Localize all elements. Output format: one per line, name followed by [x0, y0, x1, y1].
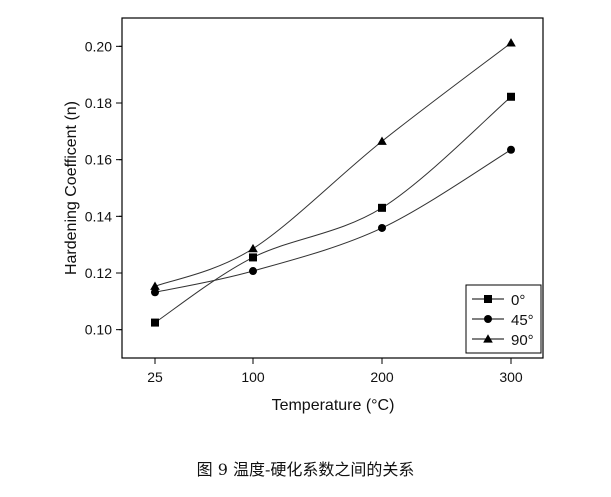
- x-tick-label: 100: [241, 369, 265, 385]
- legend-label: 45°: [511, 312, 534, 329]
- triangle-marker: [150, 282, 160, 290]
- circle-marker: [249, 267, 257, 275]
- square-marker: [507, 93, 515, 101]
- circle-marker: [507, 146, 515, 154]
- x-tick-label: 25: [147, 369, 163, 385]
- y-tick-label: 0.12: [85, 265, 112, 281]
- legend: 0° 45° 90°: [466, 285, 541, 353]
- square-marker: [151, 319, 159, 327]
- square-marker: [484, 295, 492, 303]
- y-tick-label: 0.16: [85, 152, 112, 168]
- y-axis-title: Hardening Coefficent (n): [63, 101, 80, 275]
- x-axis-title: Temperature (°C): [272, 397, 395, 414]
- square-marker: [249, 253, 257, 261]
- y-axis: 0.10 0.12 0.14 0.16 0.18 0.20: [85, 38, 122, 337]
- series-line: [155, 97, 511, 323]
- series-line: [155, 150, 511, 293]
- circle-marker: [378, 224, 386, 232]
- y-tick-label: 0.10: [85, 322, 112, 338]
- y-tick-label: 0.14: [85, 208, 112, 224]
- figure-caption: 图 9 温度-硬化系数之间的关系: [0, 456, 611, 480]
- legend-label: 90°: [511, 332, 534, 349]
- series-line: [155, 43, 511, 286]
- circle-marker: [484, 315, 492, 323]
- x-tick-label: 300: [499, 369, 523, 385]
- legend-label: 0°: [511, 292, 525, 309]
- x-axis: 25 100 200 300: [147, 358, 523, 385]
- series-layer: [150, 38, 516, 326]
- y-tick-label: 0.20: [85, 38, 112, 54]
- x-tick-label: 200: [370, 369, 394, 385]
- triangle-marker: [377, 136, 387, 144]
- triangle-marker: [248, 244, 258, 252]
- square-marker: [378, 204, 386, 212]
- triangle-marker: [506, 38, 516, 46]
- y-tick-label: 0.18: [85, 95, 112, 111]
